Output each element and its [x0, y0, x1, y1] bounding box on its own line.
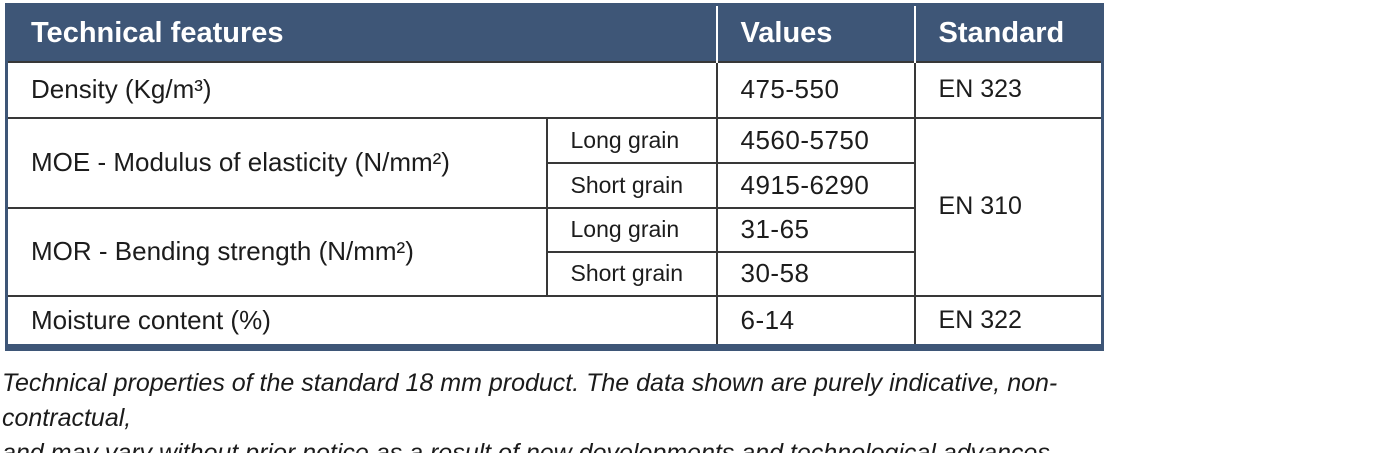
- moe-short-grain-label: Short grain: [545, 161, 718, 209]
- table-header-row: Technical features Values Standard: [6, 4, 1103, 62]
- moe-long-grain-label: Long grain: [545, 116, 718, 164]
- density-label: Density (Kg/m³): [5, 60, 718, 119]
- header-technical-features: Technical features: [6, 4, 717, 62]
- moisture-value: 6-14: [715, 294, 916, 349]
- moe-long-grain-value: 4560-5750: [715, 116, 916, 164]
- mor-long-grain-value: 31-65: [715, 206, 916, 253]
- moe-label: MOE - Modulus of elasticity (N/mm²): [5, 116, 548, 209]
- header-standard: Standard: [913, 4, 1103, 62]
- mor-label: MOR - Bending strength (N/mm²): [5, 206, 548, 297]
- header-values: Values: [715, 4, 915, 62]
- row-density: Density (Kg/m³) 475-550 EN 323: [5, 60, 1104, 119]
- density-standard: EN 323: [913, 60, 1104, 119]
- moisture-standard: EN 322: [913, 294, 1104, 349]
- moisture-label: Moisture content (%): [5, 294, 718, 349]
- caption-line-1: Technical properties of the standard 18 …: [2, 369, 1058, 432]
- row-moe-long-grain: MOE - Modulus of elasticity (N/mm²) Long…: [5, 116, 1104, 297]
- caption-line-2: and may vary without prior notice as a r…: [2, 439, 1057, 453]
- table-caption: Technical properties of the standard 18 …: [2, 366, 1132, 453]
- moe-mor-standard: EN 310: [913, 116, 1104, 297]
- mor-long-grain-label: Long grain: [545, 206, 718, 253]
- moe-short-grain-value: 4915-6290: [715, 161, 916, 209]
- mor-short-grain-value: 30-58: [715, 250, 916, 297]
- row-moe-short-grain: Short grain 4915-6290: [7, 161, 1103, 209]
- row-mor-long-grain: MOR - Bending strength (N/mm²) Long grai…: [5, 206, 1103, 297]
- row-moisture: Moisture content (%) 6-14 EN 322: [5, 294, 1104, 349]
- density-value: 475-550: [715, 60, 916, 119]
- mor-short-grain-label: Short grain: [545, 250, 718, 297]
- row-mor-short-grain: Short grain 30-58: [7, 250, 1103, 297]
- technical-features-table: Technical features Values Standard Densi…: [5, 3, 1105, 351]
